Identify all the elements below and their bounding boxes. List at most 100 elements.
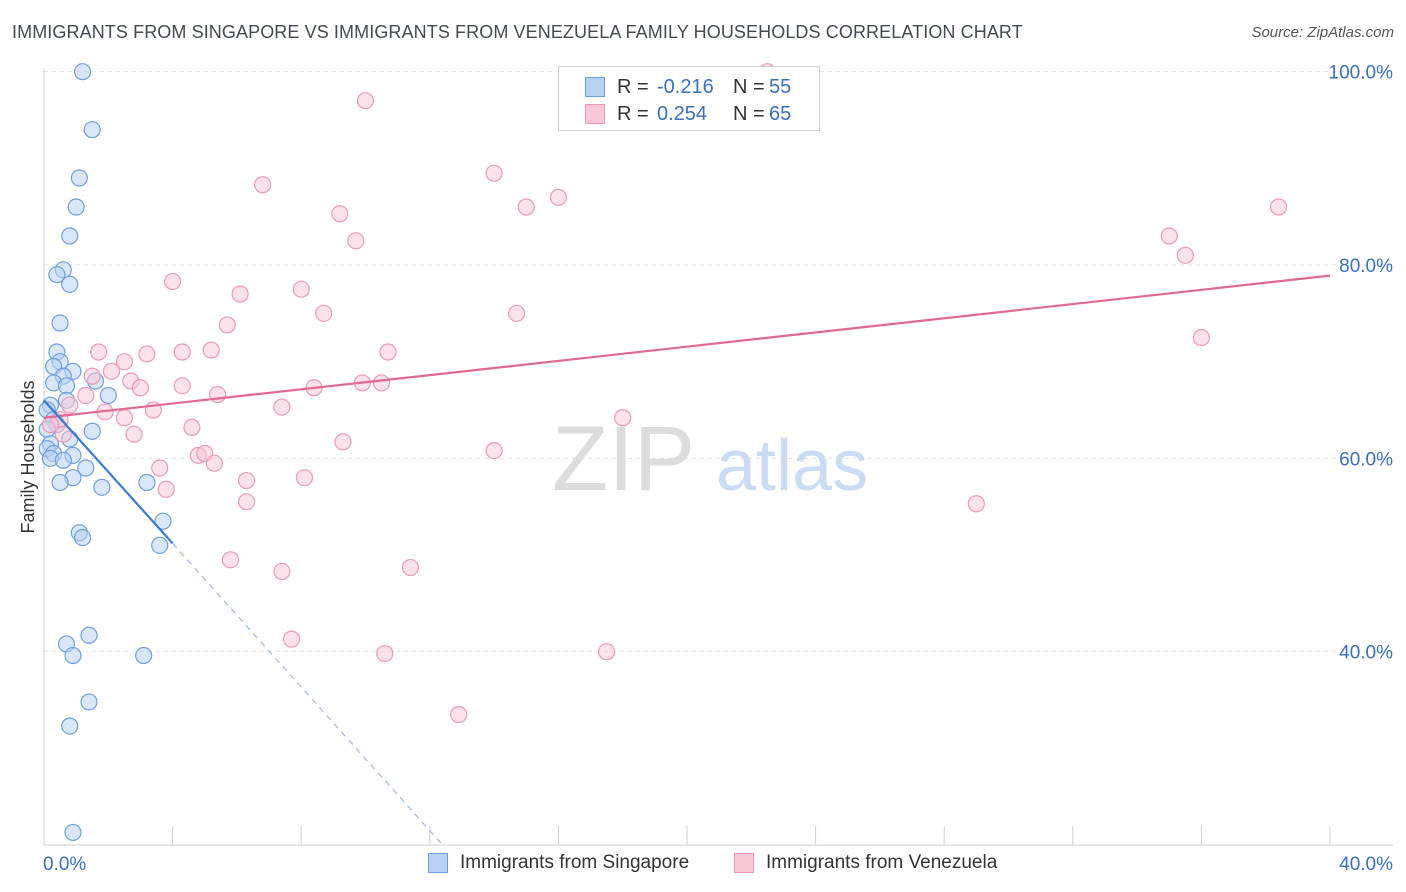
point-venezuela — [347, 232, 365, 250]
trendline-venezuela — [43, 274, 1331, 419]
point-venezuela — [356, 92, 375, 110]
point-venezuela — [237, 493, 256, 511]
point-venezuela — [221, 551, 240, 569]
point-venezuela — [282, 630, 301, 648]
point-singapore — [135, 646, 153, 665]
point-venezuela — [517, 198, 535, 216]
legend-row-singapore: R = -0.216 N = 55 — [585, 74, 791, 100]
point-venezuela — [315, 304, 333, 322]
point-venezuela — [1192, 328, 1211, 347]
point-singapore — [54, 451, 72, 469]
legend-item-singapore[interactable]: Immigrants from Singapore — [428, 852, 689, 874]
point-venezuela — [273, 398, 291, 416]
trendline-singapore-extension — [172, 542, 444, 846]
point-venezuela — [115, 409, 133, 427]
legend-n-value: 65 — [769, 102, 792, 125]
point-venezuela — [1160, 227, 1178, 245]
point-venezuela — [372, 374, 391, 392]
legend-r-label: R = — [617, 75, 649, 98]
point-venezuela — [376, 644, 394, 663]
point-venezuela — [508, 304, 526, 322]
point-singapore — [93, 478, 111, 496]
point-venezuela — [967, 495, 985, 513]
point-singapore — [73, 63, 92, 81]
point-venezuela — [614, 409, 632, 427]
point-singapore — [64, 823, 82, 842]
watermark: ZIP atlas — [552, 408, 868, 510]
point-venezuela — [115, 353, 133, 371]
point-venezuela — [1176, 246, 1194, 264]
point-singapore — [138, 473, 156, 492]
y-tick-label: 100.0% — [1329, 63, 1394, 84]
point-singapore — [51, 473, 69, 492]
point-venezuela — [61, 396, 79, 414]
point-venezuela — [173, 343, 191, 361]
point-venezuela — [237, 471, 256, 490]
point-venezuela — [164, 272, 182, 291]
source-label: Source: ZipAtlas.com — [1251, 24, 1394, 41]
point-venezuela — [292, 280, 310, 298]
point-singapore — [99, 386, 117, 405]
legend-item-venezuela[interactable]: Immigrants from Venezuela — [734, 852, 997, 874]
point-venezuela — [138, 345, 156, 363]
point-venezuela — [331, 205, 349, 223]
point-venezuela — [1269, 198, 1288, 216]
point-venezuela — [273, 562, 291, 581]
point-singapore — [80, 626, 98, 644]
point-venezuela — [205, 454, 223, 472]
legend-r-label: R = — [617, 102, 649, 125]
legend-swatch-pink — [734, 853, 754, 873]
point-venezuela — [83, 367, 101, 385]
point-singapore — [61, 717, 79, 735]
point-singapore — [70, 169, 88, 187]
legend-r-value: -0.216 — [657, 75, 714, 98]
point-venezuela — [379, 343, 397, 361]
point-venezuela — [295, 469, 314, 487]
legend-row-venezuela: R = 0.254 N = 65 — [585, 101, 791, 127]
point-venezuela — [183, 418, 201, 436]
legend-n-label: N = — [733, 75, 765, 98]
point-venezuela — [334, 433, 352, 451]
point-singapore — [151, 536, 169, 554]
point-venezuela — [125, 425, 143, 443]
point-venezuela — [549, 188, 568, 206]
y-tick-label: 80.0% — [1339, 256, 1393, 277]
point-venezuela — [151, 459, 169, 477]
point-venezuela — [450, 705, 468, 724]
point-singapore — [67, 198, 85, 216]
trendline-singapore — [43, 399, 174, 545]
point-singapore — [61, 227, 79, 245]
point-singapore — [64, 646, 82, 665]
legend-n-value: 55 — [769, 75, 792, 98]
watermark-atlas: atlas — [716, 426, 868, 506]
legend-item-label: Immigrants from Venezuela — [766, 852, 998, 873]
point-venezuela — [54, 425, 72, 443]
point-singapore — [83, 121, 101, 139]
point-venezuela — [254, 176, 272, 194]
point-singapore — [61, 275, 79, 293]
correlation-legend: R = -0.216 N = 55 R = 0.254 N = 65 — [558, 66, 820, 131]
legend-r-value: 0.254 — [657, 102, 708, 125]
point-venezuela — [102, 362, 121, 380]
y-axis-label: Family Households — [18, 380, 38, 533]
point-venezuela — [231, 285, 249, 303]
x-tick-label-min: 0.0% — [43, 854, 86, 875]
point-venezuela — [598, 643, 616, 661]
point-singapore — [73, 528, 92, 547]
legend-n-label: N = — [733, 102, 765, 125]
legend-swatch-blue — [585, 77, 605, 97]
y-tick-label: 40.0% — [1339, 643, 1393, 664]
point-venezuela — [202, 341, 220, 359]
point-singapore — [154, 512, 172, 530]
legend-swatch-pink — [585, 104, 605, 124]
point-venezuela — [77, 386, 95, 405]
point-venezuela — [90, 343, 108, 361]
point-singapore — [57, 377, 76, 395]
series-legend: Immigrants from Singapore Immigrants fro… — [0, 852, 1406, 878]
point-venezuela — [131, 379, 150, 397]
point-singapore — [51, 314, 69, 332]
gridlines: 40.0% 60.0% 80.0% 100.0% — [44, 63, 1393, 664]
point-singapore — [77, 459, 95, 477]
point-venezuela — [485, 164, 503, 182]
